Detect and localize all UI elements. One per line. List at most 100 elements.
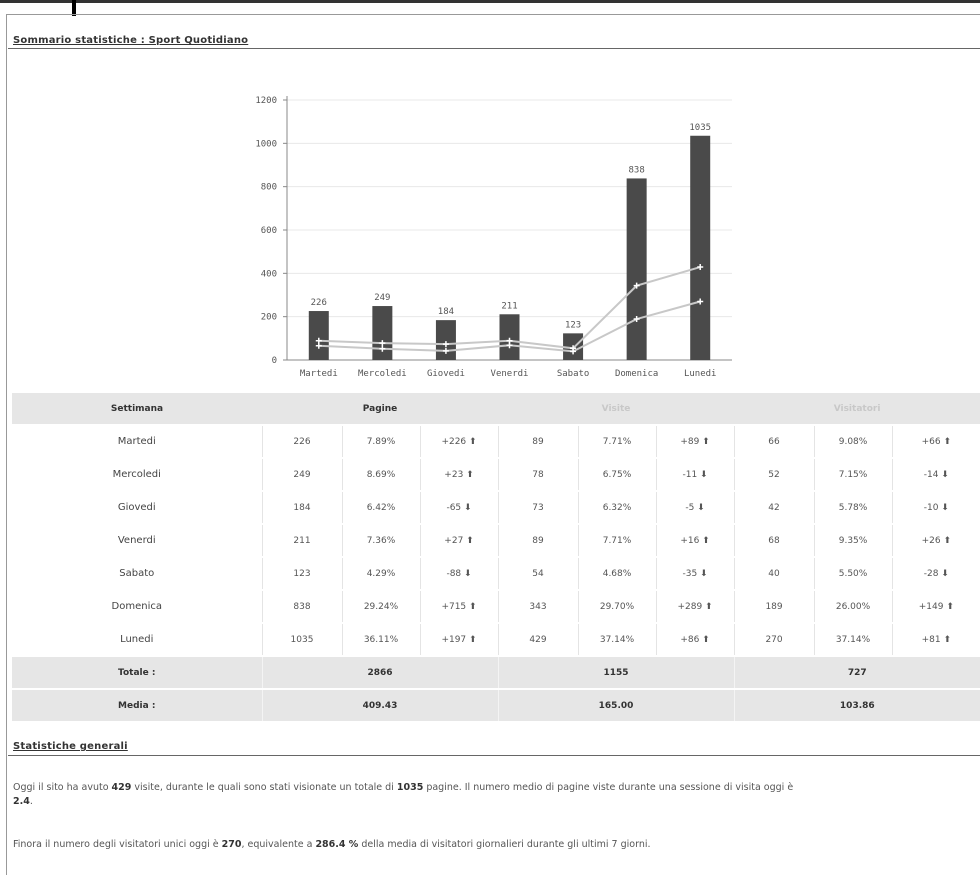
cell-visits-pct: 29.70% [577,590,657,624]
cell-visits: 78 [497,458,579,492]
cell-pages-pct: 8.69% [341,458,420,492]
text: della media di visitatori giornalieri du… [358,839,651,850]
cell-pages-pct: 6.42% [341,491,420,525]
cell-visits-delta: +86 ⬆ [655,623,735,657]
cell-visits-pct: 37.14% [577,623,657,657]
x-tick-label: Domenica [615,369,658,379]
cell-visits-delta: +289 ⬆ [655,590,735,624]
cell-pages-delta: +23 ⬆ [419,458,499,492]
cell-pages-delta: -65 ⬇ [419,491,499,525]
cell-visits-delta: -35 ⬇ [655,557,735,591]
totals-label: Totale : [12,656,262,690]
line-point [379,340,386,347]
y-tick-label: 1000 [255,139,277,149]
cell-visitors: 42 [733,491,815,525]
average-row: Media : 409.43 165.00 103.86 [12,689,980,723]
cell-visitors: 68 [733,524,815,558]
general-rule [8,755,980,756]
x-tick-label: Mercoledi [358,369,407,379]
x-tick-label: Venerdi [491,369,529,379]
top-strip [0,0,980,3]
cell-visits: 89 [497,425,579,459]
weekly-chart: 0 200 400 600 800 1000 1200 226 249 184 211 123 838 1… [255,96,732,379]
cell-visitors-pct: 9.35% [813,524,893,558]
text: . [29,796,33,807]
totals-pages: 2866 [261,656,499,690]
cell-pages-delta: +715 ⬆ [419,590,499,624]
header-week: Settimana [12,393,262,426]
cell-visitors-pct: 5.50% [813,557,893,591]
cell-pages: 184 [261,491,342,525]
line-point [442,341,449,348]
cell-day: Domenica [12,590,262,624]
cell-visitors-delta: +26 ⬆ [891,524,980,558]
cell-visits-pct: 6.75% [577,458,657,492]
header-pages: Pagine [262,393,499,426]
cell-visitors-delta: +66 ⬆ [891,425,980,459]
average-visits: 165.00 [497,689,735,723]
table-row: Giovedi 184 6.42% -65 ⬇ 73 6.32% -5 ⬇ 42 5.78% -1… [12,491,980,525]
cell-visitors-delta: -28 ⬇ [891,557,980,591]
header-visits: Visite [498,393,735,426]
cell-pages-delta: -88 ⬇ [419,557,499,591]
bar-value-label: 184 [438,307,454,317]
bar-value-label: 123 [565,320,581,330]
line-point [506,342,513,349]
table-row: Sabato 123 4.29% -88 ⬇ 54 4.68% -35 ⬇ 40 5.50% -2… [12,557,980,591]
cell-day: Martedi [12,425,262,459]
cell-pages-delta: +27 ⬆ [419,524,499,558]
cell-pages-delta: +197 ⬆ [419,623,499,657]
cell-visitors-delta: +149 ⬆ [891,590,980,624]
cell-pages: 249 [261,458,342,492]
table-row: Mercoledi 249 8.69% +23 ⬆ 78 6.75% -11 ⬇ 52 7.15… [12,458,980,492]
line-point [570,348,577,355]
cell-visits-delta: +16 ⬆ [655,524,735,558]
cell-visitors-pct: 9.08% [813,425,893,459]
cell-visits: 429 [497,623,579,657]
text: visite, durante le quali sono stati visi… [131,782,397,793]
bar-value-label: 211 [501,301,517,311]
line-point [442,347,449,354]
text: Oggi il sito ha avuto [13,782,112,793]
general-paragraph-visitors: Finora il numero degli visitatori unici … [13,838,973,852]
cell-visits-pct: 7.71% [577,425,657,459]
cell-visitors-delta: +81 ⬆ [891,623,980,657]
unique-visitors: 270 [221,839,242,850]
bar [308,311,329,360]
cell-visitors-delta: -10 ⬇ [891,491,980,525]
y-tick-label: 400 [261,269,277,279]
cell-pages-pct: 4.29% [341,557,420,591]
average-visitors: 103.86 [733,689,980,723]
visits-count: 429 [111,782,132,793]
cell-visitors: 270 [733,623,815,657]
table-row: Lunedi 1035 36.11% +197 ⬆ 429 37.14% +86 ⬆ 270 3… [12,623,980,657]
x-tick-label: Lunedi [684,369,717,379]
cell-visits-delta: -11 ⬇ [655,458,735,492]
cell-pages-pct: 36.11% [341,623,420,657]
bar-value-label: 249 [374,293,390,303]
bar [690,135,711,360]
cell-visitors-pct: 26.00% [813,590,893,624]
cell-pages-pct: 29.24% [341,590,420,624]
line-point [315,342,322,349]
cell-visits-delta: -5 ⬇ [655,491,735,525]
cell-visitors-pct: 7.15% [813,458,893,492]
bar-value-label: 838 [629,165,645,175]
y-tick-label: 200 [261,313,277,323]
cell-day: Giovedi [12,491,262,525]
cell-day: Lunedi [12,623,262,657]
line-point [633,316,640,323]
cell-pages: 838 [261,590,342,624]
line-point [697,298,704,305]
totals-visits: 1155 [497,656,735,690]
cell-visitors: 189 [733,590,815,624]
cell-visits: 73 [497,491,579,525]
cell-visitors: 40 [733,557,815,591]
text: pagine. Il numero medio di pagine viste … [423,782,794,793]
table-row: Venerdi 211 7.36% +27 ⬆ 89 7.71% +16 ⬆ 68 9.35% +… [12,524,980,558]
header-visitors: Visitatori [734,393,980,426]
average-label: Media : [12,689,262,723]
cell-day: Sabato [12,557,262,591]
cell-pages: 211 [261,524,342,558]
line-point [379,345,386,352]
